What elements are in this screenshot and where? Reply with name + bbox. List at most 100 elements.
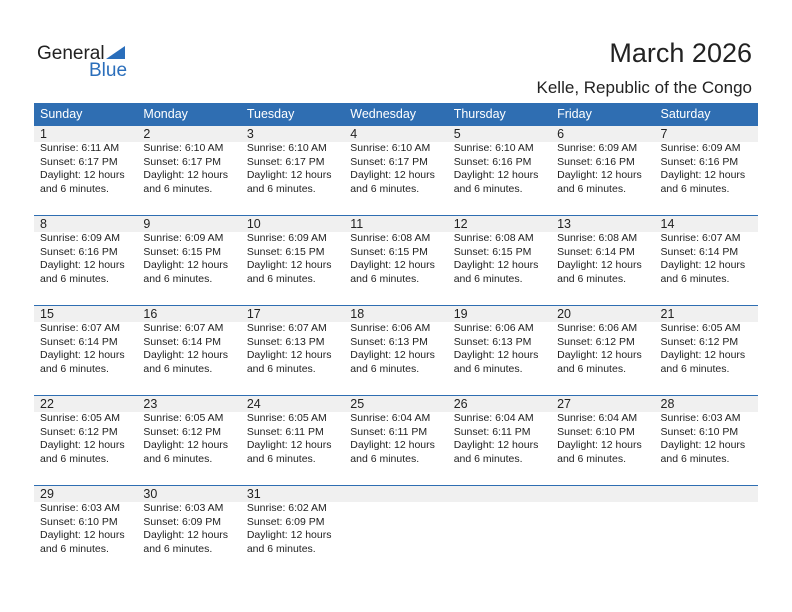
daylight: Daylight: 12 hours: [246, 529, 332, 541]
weekday-wednesday: Wednesday: [350, 107, 417, 121]
sunset: Sunset: 6:11 PM: [453, 425, 531, 438]
day-number: 13: [551, 216, 655, 232]
daylight: Daylight: 12 hours: [350, 349, 435, 361]
day-cell: 13 Sunrise: 6:08 AM Sunset: 6:14 PM Dayligh…: [551, 216, 655, 305]
day-number: 8: [34, 216, 138, 232]
daylight: Daylight: 12 hours: [557, 349, 642, 361]
daylight-minutes: and 6 minutes.: [143, 272, 213, 285]
day-number: 22: [34, 396, 138, 412]
sunset: Sunset: 6:11 PM: [246, 425, 324, 438]
sunrise: Sunrise: 6:03 AM: [143, 502, 224, 514]
sunset: Sunset: 6:10 PM: [557, 425, 635, 438]
day-cell: 16 Sunrise: 6:07 AM Sunset: 6:14 PM Dayligh…: [137, 306, 241, 395]
daylight: Daylight: 12 hours: [660, 169, 746, 181]
day-number: 29: [34, 486, 138, 502]
daylight-minutes: and 6 minutes.: [40, 542, 109, 555]
day-number: 24: [240, 396, 345, 412]
sunrise: Sunrise: 6:04 AM: [557, 412, 638, 424]
daylight: Daylight: 12 hours: [246, 259, 332, 271]
sunset: Sunset: 6:15 PM: [453, 245, 532, 258]
daylight-minutes: and 6 minutes.: [350, 362, 420, 375]
daylight-minutes: and 6 minutes.: [557, 452, 626, 465]
daylight: Daylight: 12 hours: [660, 439, 746, 451]
empty-cell: [551, 486, 654, 575]
day-cell: 30 Sunrise: 6:03 AM Sunset: 6:09 PM Dayligh…: [137, 486, 241, 575]
day-number: 2: [137, 126, 241, 142]
sunset: Sunset: 6:16 PM: [40, 245, 118, 258]
page-title: March 2026: [609, 38, 752, 68]
sunset: Sunset: 6:14 PM: [660, 245, 739, 258]
day-cell: 11 Sunrise: 6:08 AM Sunset: 6:15 PM Dayligh…: [344, 216, 448, 305]
day-number: 15: [34, 306, 138, 322]
sunrise: Sunrise: 6:03 AM: [40, 502, 120, 514]
daylight-minutes: and 6 minutes.: [143, 452, 213, 465]
day-cell: 26 Sunrise: 6:04 AM Sunset: 6:11 PM Dayligh…: [447, 396, 552, 485]
day-number: 3: [240, 126, 345, 142]
daylight: Daylight: 12 hours: [40, 439, 125, 451]
day-number: 17: [240, 306, 345, 322]
day-number: 12: [447, 216, 552, 232]
day-number: 19: [447, 306, 552, 322]
week-row: 1 Sunrise: 6:11 AM Sunset: 6:17 PM Daylight…: [34, 125, 758, 215]
day-cell: 28 Sunrise: 6:03 AM Sunset: 6:10 PM Dayligh…: [654, 396, 758, 485]
day-cell: 17 Sunrise: 6:07 AM Sunset: 6:13 PM Dayligh…: [240, 306, 345, 395]
weekday-friday: Friday: [557, 107, 592, 121]
daylight-minutes: and 6 minutes.: [246, 272, 316, 285]
daylight: Daylight: 12 hours: [143, 529, 229, 541]
sunset: Sunset: 6:16 PM: [453, 155, 532, 168]
sunrise: Sunrise: 6:06 AM: [350, 322, 431, 334]
daylight: Daylight: 12 hours: [350, 439, 435, 451]
sunrise: Sunrise: 6:05 AM: [143, 412, 224, 424]
sunset: Sunset: 6:15 PM: [246, 245, 325, 258]
daylight-minutes: and 6 minutes.: [660, 272, 730, 285]
weekday-monday: Monday: [143, 107, 188, 121]
day-number: 10: [240, 216, 345, 232]
sunset: Sunset: 6:14 PM: [557, 245, 635, 258]
sunset: Sunset: 6:17 PM: [350, 155, 428, 168]
daylight: Daylight: 12 hours: [40, 259, 125, 271]
day-number: 1: [34, 126, 138, 142]
sunset: Sunset: 6:14 PM: [143, 335, 222, 348]
sunset: Sunset: 6:13 PM: [350, 335, 428, 348]
daylight: Daylight: 12 hours: [143, 259, 229, 271]
logo-blue: Blue: [89, 60, 128, 81]
day-cell: 7 Sunrise: 6:09 AM Sunset: 6:16 PM Daylight…: [654, 126, 758, 215]
day-number: 7: [654, 126, 758, 142]
sunrise: Sunrise: 6:09 AM: [246, 232, 327, 244]
daylight: Daylight: 12 hours: [660, 349, 746, 361]
week-row: 15 Sunrise: 6:07 AM Sunset: 6:14 PM Dayligh…: [34, 305, 758, 395]
day-cell: 15 Sunrise: 6:07 AM Sunset: 6:14 PM Dayligh…: [34, 306, 138, 395]
sunrise: Sunrise: 6:10 AM: [350, 142, 431, 154]
daylight-minutes: and 6 minutes.: [246, 452, 316, 465]
weekday-header: Sunday Monday Tuesday Wednesday Thursday Frid…: [34, 103, 758, 125]
day-number: 27: [551, 396, 655, 412]
week-row: 29 Sunrise: 6:03 AM Sunset: 6:10 PM Dayligh…: [34, 485, 758, 575]
daylight-minutes: and 6 minutes.: [143, 542, 213, 555]
daylight: Daylight: 12 hours: [350, 169, 435, 181]
day-cell: 22 Sunrise: 6:05 AM Sunset: 6:12 PM Dayligh…: [34, 396, 138, 485]
daylight: Daylight: 12 hours: [143, 349, 229, 361]
day-number: 6: [551, 126, 655, 142]
sunset: Sunset: 6:17 PM: [40, 155, 118, 168]
daylight-minutes: and 6 minutes.: [40, 452, 109, 465]
daylight: Daylight: 12 hours: [246, 169, 332, 181]
sunset: Sunset: 6:17 PM: [143, 155, 222, 168]
daylight-minutes: and 6 minutes.: [143, 362, 213, 375]
day-number: 31: [240, 486, 345, 502]
sunset: Sunset: 6:12 PM: [557, 335, 635, 348]
day-number: 5: [447, 126, 552, 142]
day-number: 26: [447, 396, 552, 412]
day-cell: 25 Sunrise: 6:04 AM Sunset: 6:11 PM Dayligh…: [344, 396, 448, 485]
week-row: 22 Sunrise: 6:05 AM Sunset: 6:12 PM Dayligh…: [34, 395, 758, 485]
daylight: Daylight: 12 hours: [660, 259, 746, 271]
daylight-minutes: and 6 minutes.: [660, 182, 730, 195]
daylight: Daylight: 12 hours: [246, 349, 332, 361]
day-cell: 1 Sunrise: 6:11 AM Sunset: 6:17 PM Daylight…: [34, 126, 138, 215]
empty-cell: [448, 486, 551, 575]
sunrise: Sunrise: 6:11 AM: [40, 142, 120, 154]
sunrise: Sunrise: 6:09 AM: [143, 232, 224, 244]
empty-cell: [344, 486, 447, 575]
day-cell: 2 Sunrise: 6:10 AM Sunset: 6:17 PM Daylight…: [137, 126, 241, 215]
sunset: Sunset: 6:11 PM: [350, 425, 428, 438]
day-cell: 14 Sunrise: 6:07 AM Sunset: 6:14 PM Dayligh…: [654, 216, 758, 305]
